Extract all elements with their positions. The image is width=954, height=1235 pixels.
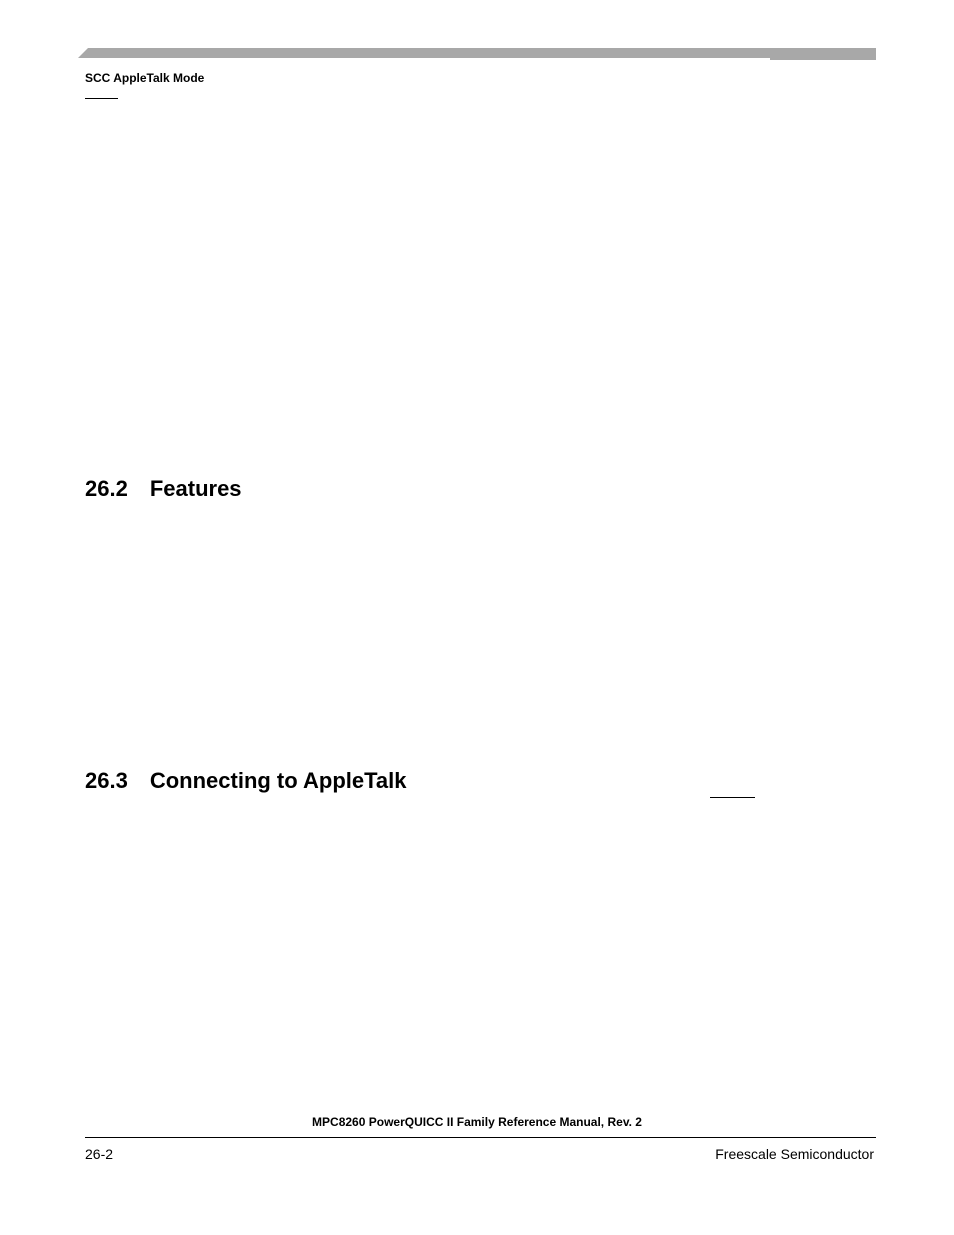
- section-heading-features: 26.2 Features: [85, 476, 242, 502]
- section-title: Features: [150, 476, 242, 502]
- section-heading-connecting: 26.3 Connecting to AppleTalk: [85, 768, 407, 794]
- header-bar-notch: [76, 46, 90, 60]
- footer-page-number: 26-2: [85, 1146, 113, 1162]
- header-short-rule: [85, 98, 118, 99]
- footer-doc-title: MPC8260 PowerQUICC II Family Reference M…: [0, 1115, 954, 1129]
- document-page: SCC AppleTalk Mode 26.2 Features 26.3 Conn…: [0, 0, 954, 1235]
- running-header: SCC AppleTalk Mode: [85, 71, 204, 85]
- inline-text-rule: [710, 797, 755, 798]
- header-bar-thin-accent: [770, 58, 876, 60]
- section-number: 26.2: [85, 476, 128, 502]
- header-bar-thick: [78, 48, 876, 58]
- footer-rule: [85, 1137, 876, 1138]
- footer-vendor: Freescale Semiconductor: [715, 1146, 874, 1162]
- header-bar: [78, 48, 876, 60]
- section-number: 26.3: [85, 768, 128, 794]
- section-title: Connecting to AppleTalk: [150, 768, 407, 794]
